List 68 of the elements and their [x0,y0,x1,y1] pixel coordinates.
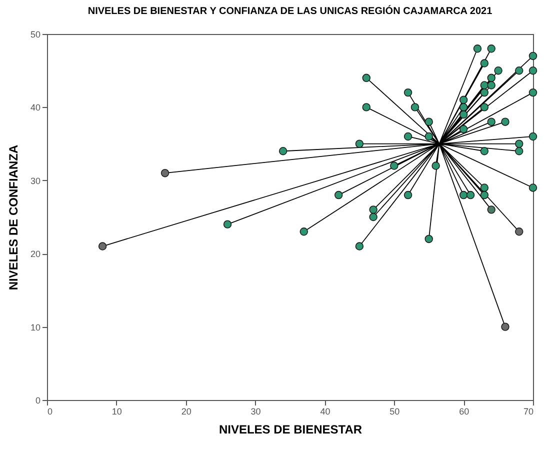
point [459,190,468,200]
y-tick-label: 0 [35,396,40,406]
point [223,220,232,228]
x-axis-title: NIVELES DE BIENESTAR [218,422,362,436]
point [480,59,489,68]
point [424,132,433,141]
x-tick-label: 70 [523,406,534,416]
y-tick-label: 30 [30,176,40,186]
point [278,147,288,156]
point [515,228,524,236]
point [528,88,538,97]
point [487,118,496,126]
point [528,66,538,75]
point [459,103,468,112]
x-tick-label: 30 [250,406,261,416]
point [459,125,468,134]
point [501,322,510,331]
point [480,88,489,97]
point [528,52,538,60]
x-tick-label: 20 [181,406,192,416]
point [480,103,489,112]
x-tick-label: 0 [48,406,53,416]
point [494,66,502,75]
x-tick-label: 40 [320,406,330,416]
point [355,140,364,148]
point [404,88,412,97]
point [390,162,398,170]
point [334,190,343,200]
point [515,140,524,148]
y-tick-label: 50 [30,30,40,40]
point [480,190,489,200]
point [355,242,364,250]
x-tick-label: 50 [390,406,400,416]
point [362,103,370,112]
chart-title: NIVELES DE BIENESTAR Y CONFIANZA DE LAS UNICAS REGIÓN CAJAMARCA 2021 [88,5,493,17]
point [424,234,433,244]
point [362,74,370,82]
x-tick-label: 10 [112,406,122,416]
point [480,147,489,156]
point [487,81,496,90]
point [410,103,420,112]
point [424,118,433,126]
point [404,132,412,141]
point [466,190,475,200]
point [432,162,440,170]
point [487,44,496,53]
point [300,228,308,236]
point [459,110,468,119]
y-tick-label: 20 [30,249,40,260]
point [480,184,489,192]
point [160,168,170,178]
point [501,118,510,126]
point [528,132,538,141]
point [369,206,378,214]
point [487,74,496,82]
point [98,242,107,250]
x-tick-label: 60 [459,406,470,416]
y-axis-title: NIVELES DE CONFIANZA [6,144,20,290]
point [528,184,538,192]
point [515,66,524,75]
point [369,212,378,222]
point [515,147,524,156]
point [459,96,468,104]
y-tick-label: 40 [30,102,40,113]
point [487,206,496,214]
y-tick-label: 10 [30,322,40,332]
point [404,190,412,200]
point [473,44,482,53]
